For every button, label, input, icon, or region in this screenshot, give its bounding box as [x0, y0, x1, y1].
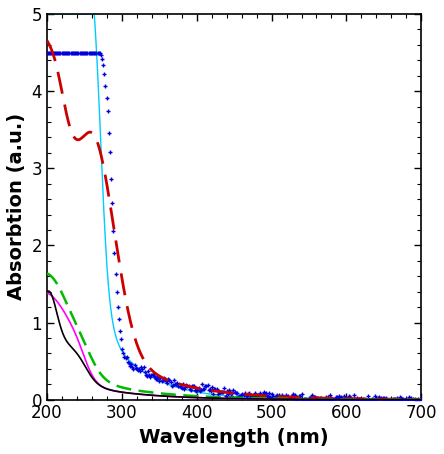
Y-axis label: Absorbtion (a.u.): Absorbtion (a.u.)	[7, 113, 26, 301]
X-axis label: Wavelength (nm): Wavelength (nm)	[139, 428, 329, 447]
